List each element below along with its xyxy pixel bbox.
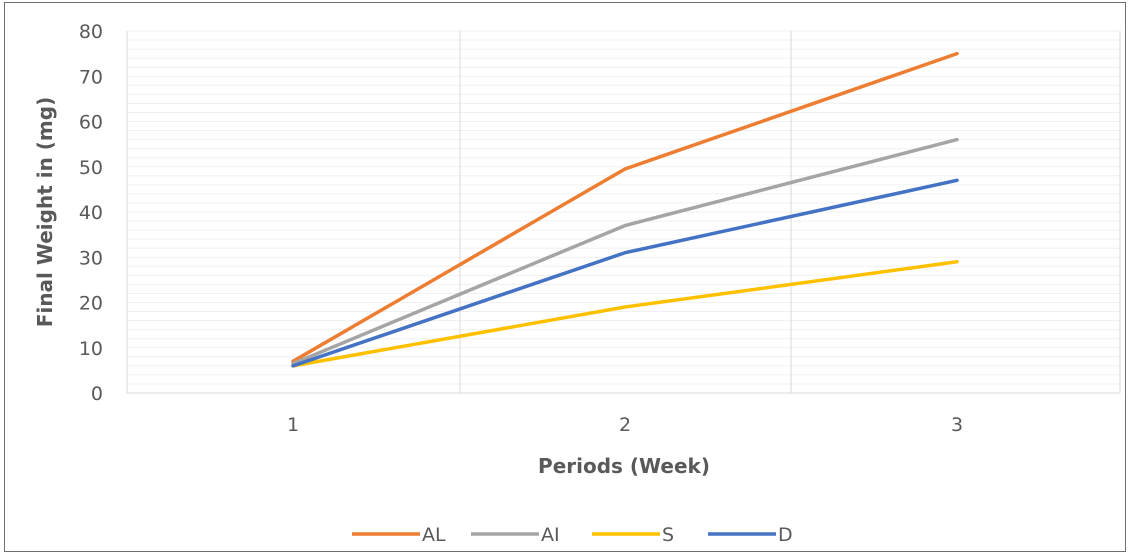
x-tick-label: 3 bbox=[951, 414, 963, 436]
minor-gridlines bbox=[127, 30, 1120, 394]
legend-label: S bbox=[662, 524, 674, 546]
major-gridlines bbox=[126, 31, 1121, 394]
y-tick-label: 80 bbox=[79, 21, 103, 43]
series-line-al bbox=[291, 51, 959, 364]
x-tick-label: 1 bbox=[287, 414, 299, 436]
legend-item-ai: AI bbox=[471, 524, 560, 546]
y-tick-label: 70 bbox=[79, 66, 103, 88]
y-tick-label: 60 bbox=[79, 112, 103, 134]
legend-item-d: D bbox=[708, 524, 793, 546]
series-lines bbox=[291, 51, 959, 368]
y-tick-label: 20 bbox=[79, 293, 103, 315]
series-line-d bbox=[291, 178, 959, 368]
legend-item-s: S bbox=[592, 524, 674, 546]
legend-item-al: AL bbox=[352, 524, 446, 546]
y-tick-label: 40 bbox=[79, 202, 103, 224]
y-tick-label: 0 bbox=[91, 383, 103, 405]
legend: AL AI S D bbox=[352, 524, 793, 546]
y-tick-label: 30 bbox=[79, 247, 103, 269]
x-tick-label: 2 bbox=[619, 414, 631, 436]
series-line-s bbox=[291, 260, 959, 368]
y-tick-label: 10 bbox=[79, 338, 103, 360]
legend-label: AI bbox=[541, 524, 560, 546]
x-axis-title: Periods (Week) bbox=[538, 454, 710, 478]
y-tick-label: 50 bbox=[79, 157, 103, 179]
series-line-ai bbox=[291, 137, 959, 366]
chart-frame bbox=[4, 2, 1126, 552]
x-axis-tick-labels: 1 2 3 bbox=[287, 414, 963, 436]
y-axis-title: Final Weight in (mg) bbox=[33, 97, 57, 327]
y-axis-tick-labels: 0 10 20 30 40 50 60 70 80 bbox=[79, 21, 103, 405]
legend-label: D bbox=[778, 524, 793, 546]
legend-label: AL bbox=[422, 524, 446, 546]
